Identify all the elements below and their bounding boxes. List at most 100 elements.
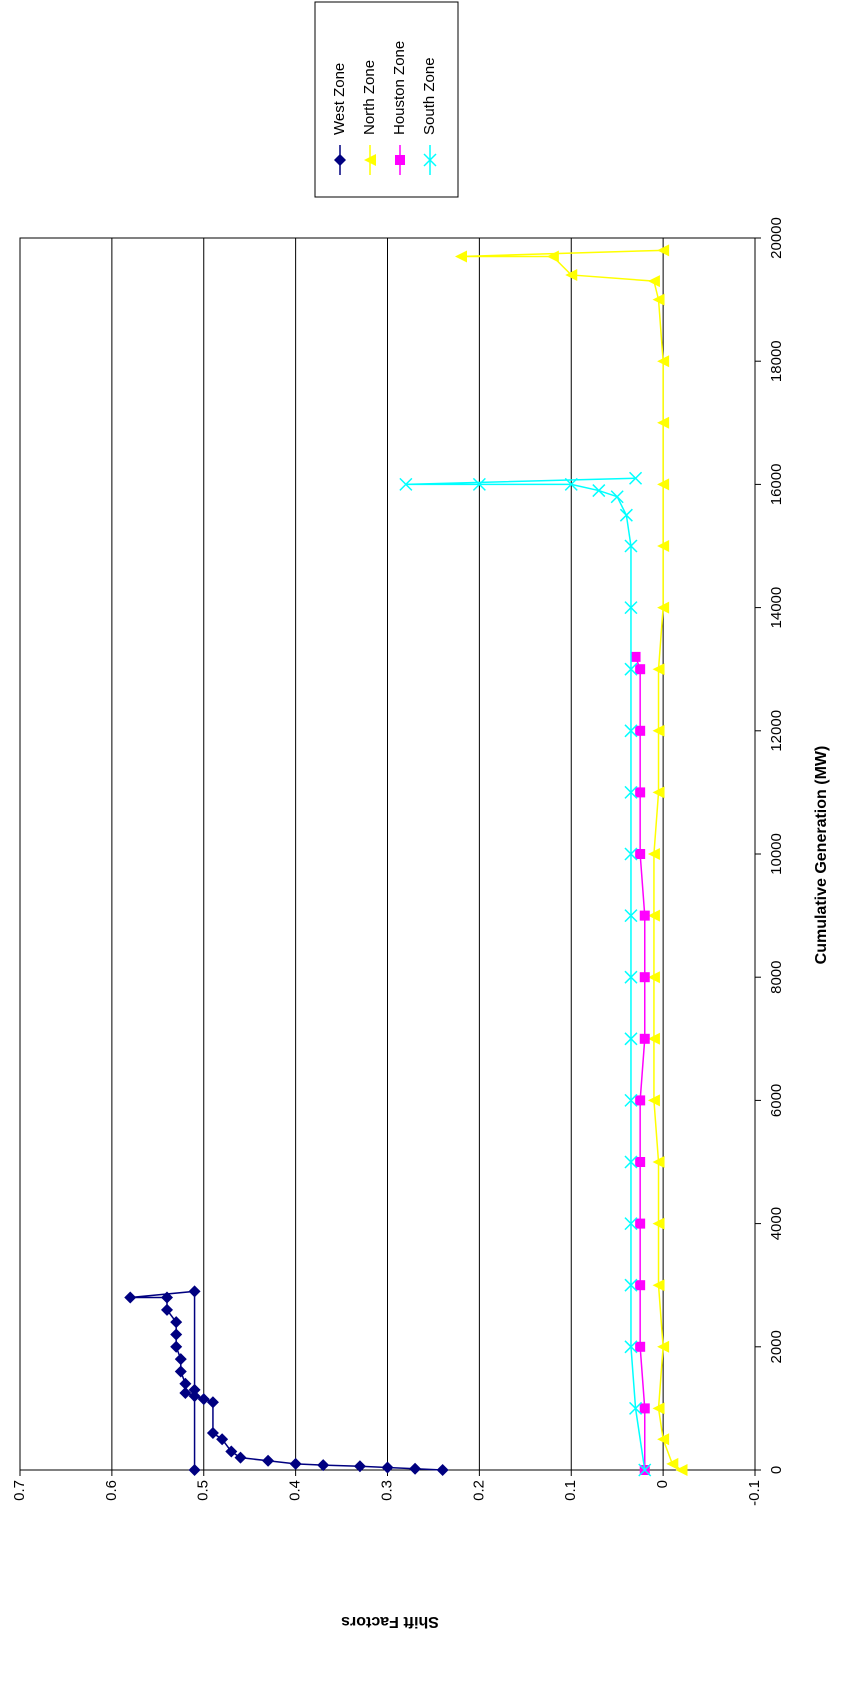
x-tick-label: 2000: [768, 1330, 785, 1363]
marker: [624, 909, 638, 923]
marker: [652, 1279, 665, 1292]
marker: [635, 1095, 646, 1106]
x-tick-label: 14000: [768, 587, 785, 629]
marker: [635, 1157, 646, 1167]
marker: [657, 601, 670, 614]
rotated-chart: Cumulative Generation (MW) Shift Factors…: [11, 1, 830, 1630]
marker: [624, 847, 638, 861]
y-tick-label: 0: [654, 1480, 671, 1488]
marker: [635, 1280, 646, 1291]
marker: [472, 477, 486, 491]
marker: [592, 484, 606, 498]
legend-label: West Zone: [331, 63, 348, 135]
legend-marker: [423, 153, 437, 167]
legend-box: [314, 1, 459, 198]
marker: [635, 725, 646, 736]
marker: [629, 1401, 643, 1415]
y-tick-label: -0.1: [746, 1480, 763, 1506]
y-tick-label: 0.3: [378, 1480, 395, 1501]
marker: [638, 1463, 652, 1477]
x-tick-label: 20000: [768, 217, 785, 259]
marker: [639, 972, 650, 983]
y-tick-label: 0.1: [562, 1480, 579, 1501]
x-tick-label: 16000: [768, 464, 785, 506]
marker: [647, 909, 660, 922]
marker: [647, 1094, 660, 1107]
marker: [610, 490, 624, 504]
marker: [399, 477, 413, 491]
marker: [639, 1033, 650, 1044]
marker: [179, 1377, 192, 1390]
legend-marker: [334, 154, 346, 166]
marker: [647, 275, 660, 288]
legend-marker: [364, 154, 376, 166]
marker: [675, 1464, 688, 1476]
marker: [652, 786, 665, 799]
legend-marker: [395, 155, 405, 165]
x-tick-label: 0: [768, 1466, 785, 1474]
marker: [564, 477, 578, 491]
marker: [639, 910, 650, 921]
x-tick-label: 12000: [768, 710, 785, 752]
marker: [624, 601, 638, 615]
marker: [657, 355, 670, 368]
marker: [657, 478, 670, 491]
marker: [436, 1464, 449, 1476]
marker: [624, 1340, 638, 1354]
marker: [624, 724, 638, 738]
marker: [657, 1340, 670, 1353]
marker: [652, 293, 665, 306]
x-axis-title: Cumulative Generation (MW): [813, 746, 830, 965]
marker: [624, 539, 638, 553]
marker: [624, 1217, 638, 1231]
x-tick-label: 4000: [768, 1207, 785, 1240]
marker: [657, 540, 670, 552]
marker: [652, 663, 665, 676]
marker: [635, 1218, 646, 1229]
marker: [188, 1285, 201, 1298]
marker: [629, 471, 643, 485]
marker: [647, 971, 660, 984]
marker: [652, 1402, 665, 1415]
y-tick-label: 0.4: [287, 1480, 304, 1501]
marker: [624, 1278, 638, 1292]
x-tick-label: 6000: [768, 1084, 785, 1117]
marker: [624, 1155, 638, 1169]
marker: [624, 1032, 638, 1046]
y-tick-label: 0.5: [195, 1480, 212, 1501]
marker: [630, 651, 641, 662]
marker: [179, 1387, 192, 1399]
y-tick-label: 0.7: [11, 1480, 28, 1501]
marker: [635, 849, 646, 859]
marker: [652, 724, 665, 737]
legend-label: North Zone: [361, 60, 378, 135]
legend-label: South Zone: [421, 57, 438, 135]
x-tick-label: 8000: [768, 961, 785, 994]
marker: [624, 1093, 638, 1107]
x-tick-label: 18000: [768, 340, 785, 382]
marker: [657, 416, 670, 429]
y-tick-label: 0.6: [103, 1480, 120, 1501]
marker: [635, 787, 646, 798]
marker: [624, 970, 638, 984]
marker: [624, 662, 638, 676]
marker: [565, 268, 578, 281]
marker: [657, 244, 670, 257]
marker: [546, 250, 559, 263]
marker: [635, 664, 646, 675]
marker: [206, 1396, 219, 1409]
marker: [652, 1217, 665, 1230]
marker: [639, 1403, 650, 1414]
y-tick-label: 0.2: [470, 1480, 487, 1501]
marker: [188, 1464, 201, 1476]
legend: West Zone North Zone Houston Zone South Zon…: [314, 1, 459, 198]
x-tick-label: 10000: [768, 833, 785, 875]
marker: [666, 1457, 679, 1470]
marker: [647, 848, 660, 860]
marker: [635, 1341, 646, 1352]
marker: [657, 1433, 670, 1446]
marker: [624, 785, 638, 799]
y-axis-title: Shift Factors: [341, 1613, 439, 1630]
